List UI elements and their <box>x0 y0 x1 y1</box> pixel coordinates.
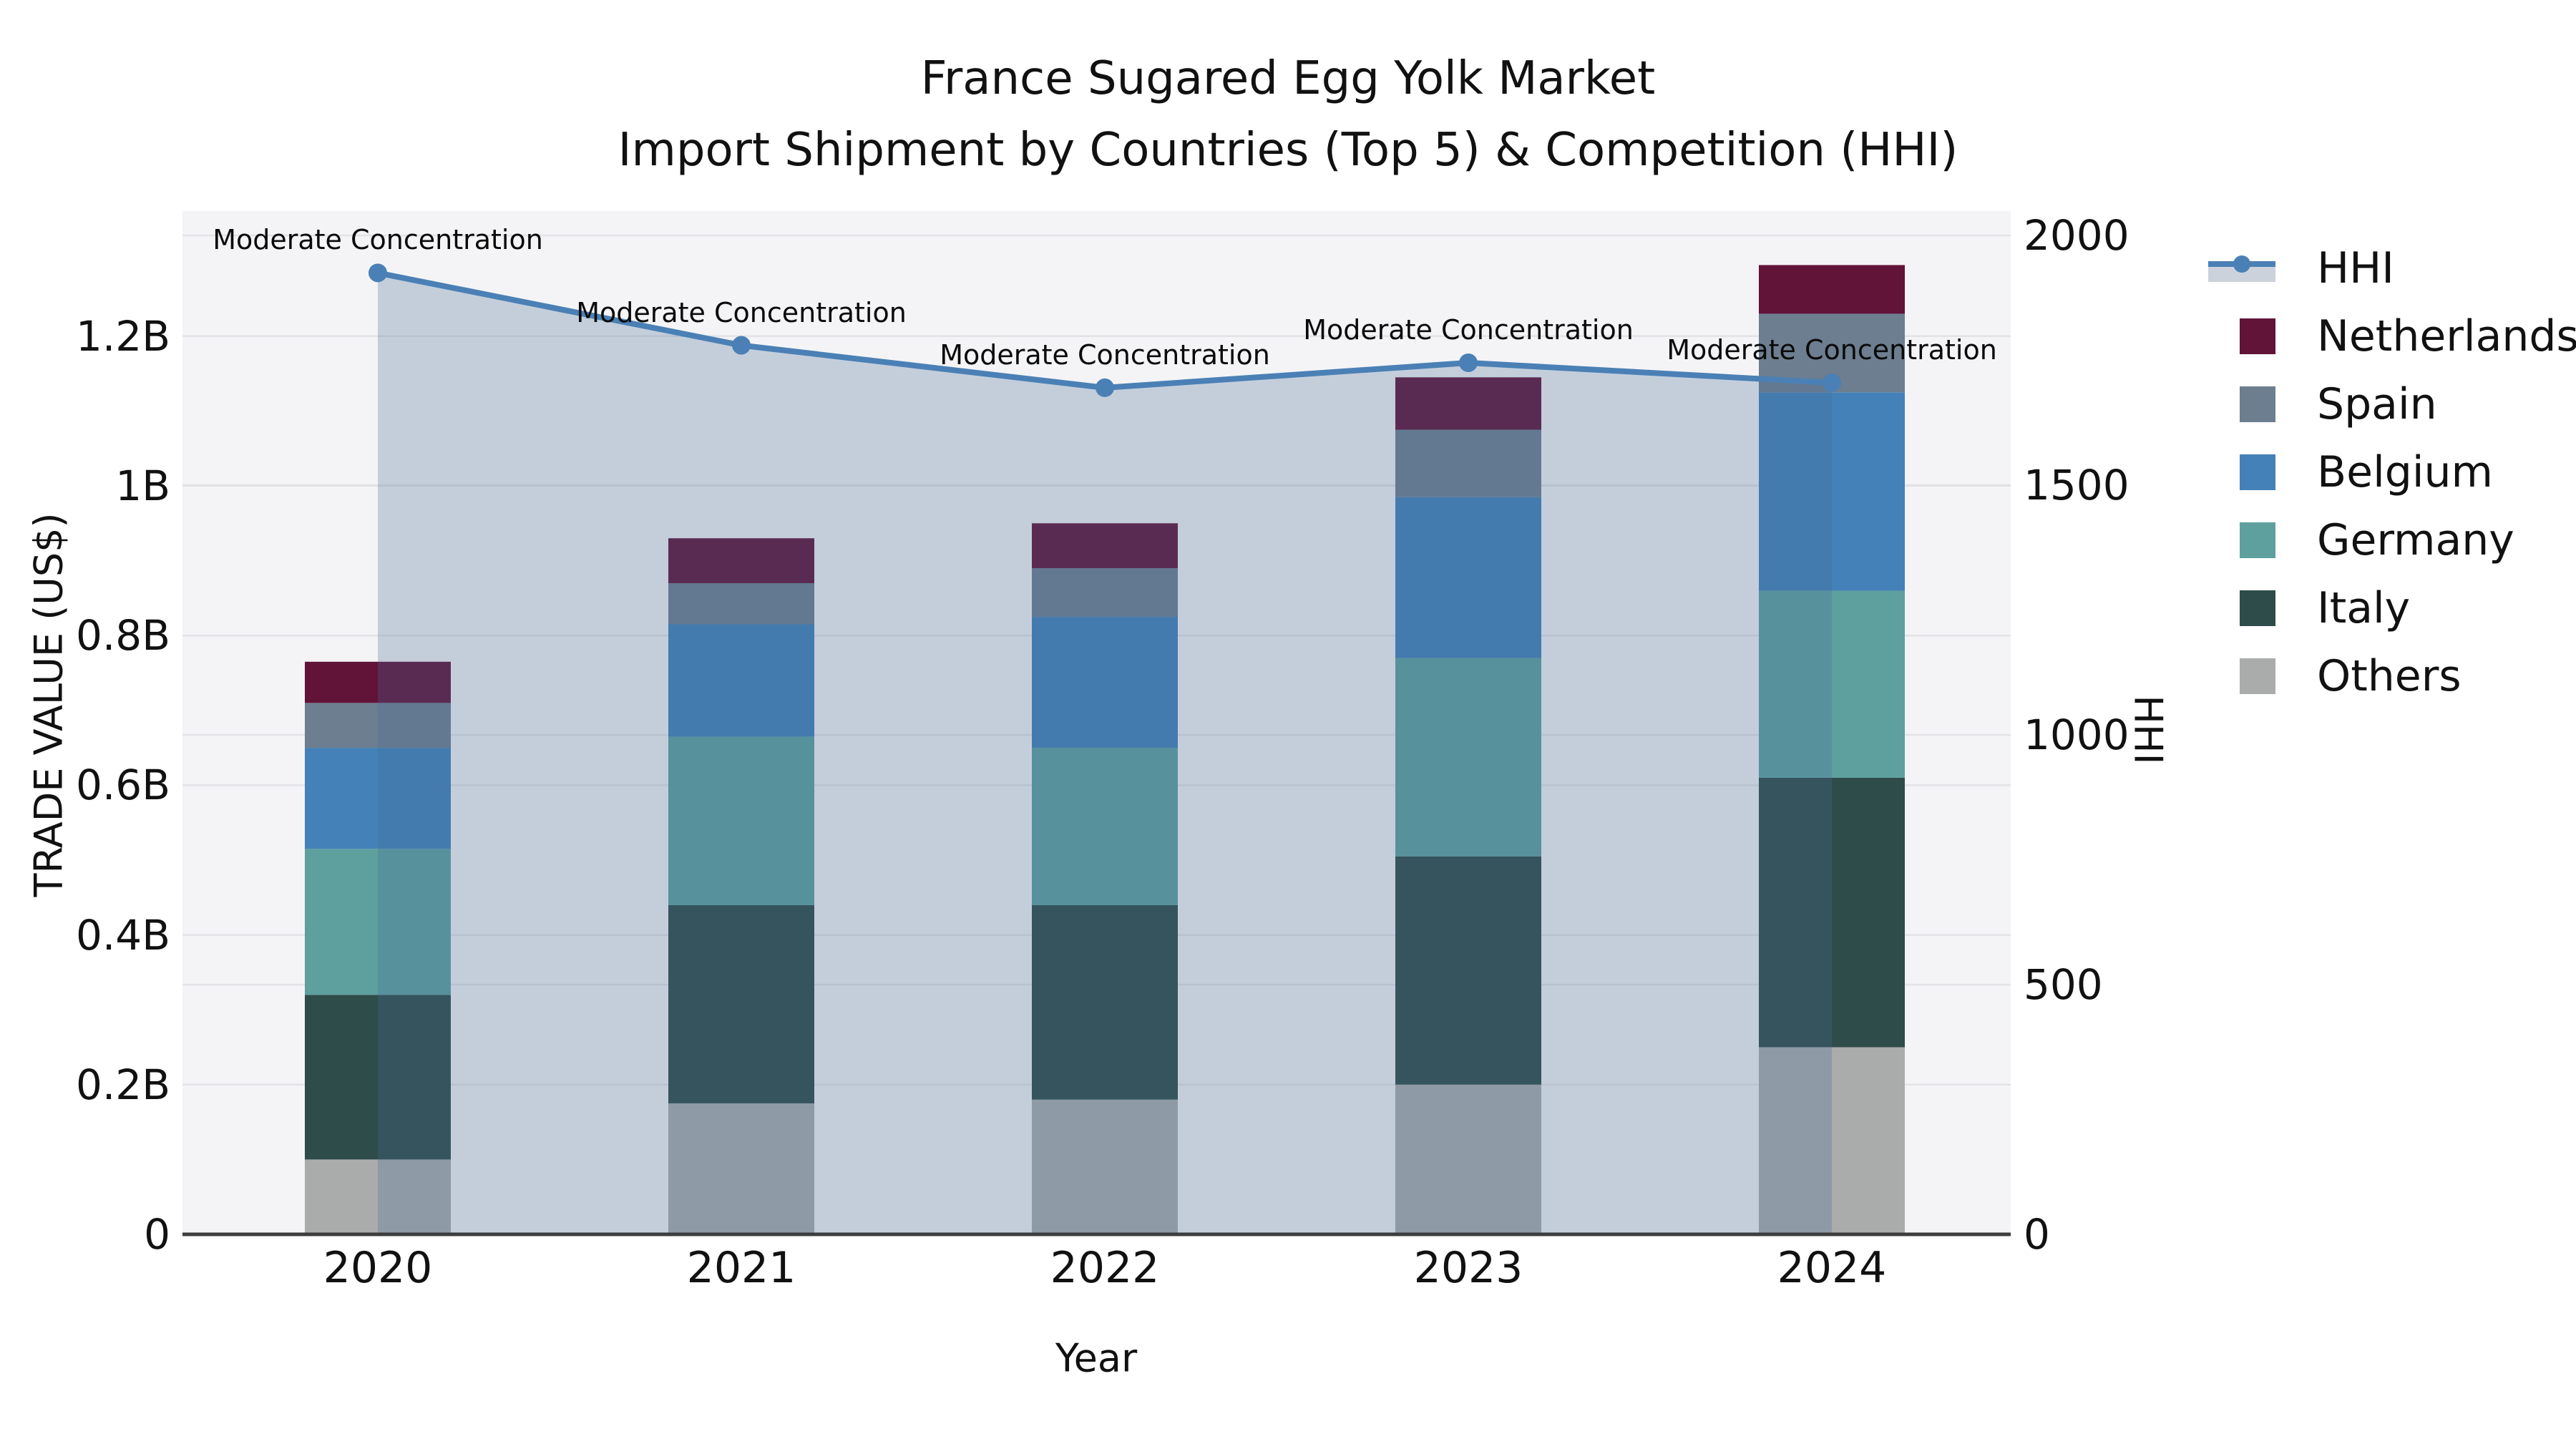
bar-segment-2022-germany <box>1032 748 1178 905</box>
bar-segment-2020-germany <box>305 849 451 995</box>
y2-tick-500: 500 <box>2024 960 2103 1009</box>
chart-title-line1: France Sugared Egg Yolk Market <box>920 52 1656 105</box>
annotation-2022: Moderate Concentration <box>940 338 1270 371</box>
legend-label-spain: Spain <box>2317 379 2437 429</box>
bar-segment-2021-spain <box>668 582 814 625</box>
y-tick-0: 0 <box>144 1210 170 1259</box>
bar-segment-2022-belgium <box>1032 617 1178 748</box>
bar-segment-2021-italy <box>668 904 814 1103</box>
hhi-line-icon <box>2208 250 2275 286</box>
bar-segment-2020-italy <box>305 995 451 1160</box>
bar-segment-2022-spain <box>1032 568 1178 618</box>
bar-segment-2021-others <box>668 1103 814 1234</box>
hhi-point-2020 <box>369 263 387 283</box>
legend-label-others: Others <box>2317 651 2462 701</box>
y2-tick-0: 0 <box>2024 1210 2050 1259</box>
bar-segment-2023-netherlands <box>1395 377 1541 430</box>
annotation-2024: Moderate Concentration <box>1667 333 1997 366</box>
bar-segment-2023-spain <box>1395 429 1541 497</box>
legend-swatch-netherlands <box>2240 318 2275 354</box>
x-tick-2022: 2022 <box>1050 1243 1160 1293</box>
bar-segment-2024-others <box>1759 1047 1905 1234</box>
annotation-2023: Moderate Concentration <box>1303 313 1634 346</box>
bar-segment-2023-others <box>1395 1084 1541 1234</box>
y2-tick-2000: 2000 <box>2024 211 2129 260</box>
legend-label-hhi: HHI <box>2317 243 2394 293</box>
bar-segment-2020-spain <box>305 703 451 748</box>
legend-item-italy: Italy <box>2208 583 2410 633</box>
legend-item-netherlands: Netherlands <box>2208 311 2576 361</box>
legend-swatch-belgium <box>2240 454 2275 490</box>
bar-segment-2021-netherlands <box>668 538 814 583</box>
bar-segment-2023-germany <box>1395 658 1541 857</box>
legend-item-belgium: Belgium <box>2208 447 2493 497</box>
bar-segment-2023-italy <box>1395 856 1541 1085</box>
bar-segment-2024-germany <box>1759 590 1905 778</box>
bar-segment-2020-netherlands <box>305 661 451 703</box>
hhi-area-fill <box>378 273 1832 1234</box>
y-tick-0.6B: 0.6B <box>75 761 170 810</box>
bar-segment-2023-belgium <box>1395 497 1541 658</box>
hhi-point-2022 <box>1096 378 1114 397</box>
hhi-point-2024 <box>1823 373 1841 392</box>
y-tick-0.8B: 0.8B <box>75 611 170 660</box>
y-tick-1B: 1B <box>115 462 170 510</box>
bar-segment-2022-netherlands <box>1032 523 1178 569</box>
bar-segment-2020-others <box>305 1159 451 1234</box>
legend-label-germany: Germany <box>2317 515 2514 565</box>
x-tick-2023: 2023 <box>1413 1243 1523 1293</box>
legend-swatch-spain <box>2240 386 2275 422</box>
legend-item-others: Others <box>2208 651 2462 701</box>
y-tick-0.4B: 0.4B <box>75 910 170 960</box>
bar-segment-2024-netherlands <box>1759 265 1905 314</box>
y-tick-0.2B: 0.2B <box>75 1060 170 1109</box>
x-tick-2021: 2021 <box>686 1243 796 1293</box>
hhi-point-2023 <box>1459 353 1478 372</box>
legend-swatch-germany <box>2240 522 2275 558</box>
y2-tick-1000: 1000 <box>2024 711 2129 759</box>
bar-segment-2021-belgium <box>668 624 814 737</box>
x-tick-2020: 2020 <box>323 1243 433 1293</box>
legend-swatch-italy <box>2240 590 2275 626</box>
legend-label-netherlands: Netherlands <box>2317 311 2576 361</box>
legend-label-belgium: Belgium <box>2317 447 2493 497</box>
annotation-2020: Moderate Concentration <box>213 224 543 256</box>
hhi-point-2021 <box>732 336 751 355</box>
legend-swatch-others <box>2240 658 2275 694</box>
legend-item-spain: Spain <box>2208 379 2437 429</box>
x-axis-title: Year <box>1055 1335 1138 1381</box>
y-axis-title: TRADE VALUE (US$) <box>26 512 72 897</box>
bar-segment-2024-italy <box>1759 777 1905 1048</box>
y2-tick-1500: 1500 <box>2024 461 2129 509</box>
bar-segment-2024-belgium <box>1759 392 1905 591</box>
legend-item-hhi: HHI <box>2208 243 2394 293</box>
bar-segment-2021-germany <box>668 736 814 905</box>
bar-segment-2022-italy <box>1032 904 1178 1100</box>
bar-segment-2020-belgium <box>305 748 451 849</box>
legend-label-italy: Italy <box>2317 583 2411 633</box>
bar-segment-2022-others <box>1032 1099 1178 1234</box>
annotation-2021: Moderate Concentration <box>576 296 907 328</box>
x-tick-2024: 2024 <box>1777 1243 1887 1293</box>
chart-title-line2: Import Shipment by Countries (Top 5) & C… <box>618 124 1958 177</box>
legend-item-germany: Germany <box>2208 515 2514 565</box>
y2-axis-title: HHI <box>2125 695 2171 765</box>
y-tick-1.2B: 1.2B <box>75 311 170 361</box>
